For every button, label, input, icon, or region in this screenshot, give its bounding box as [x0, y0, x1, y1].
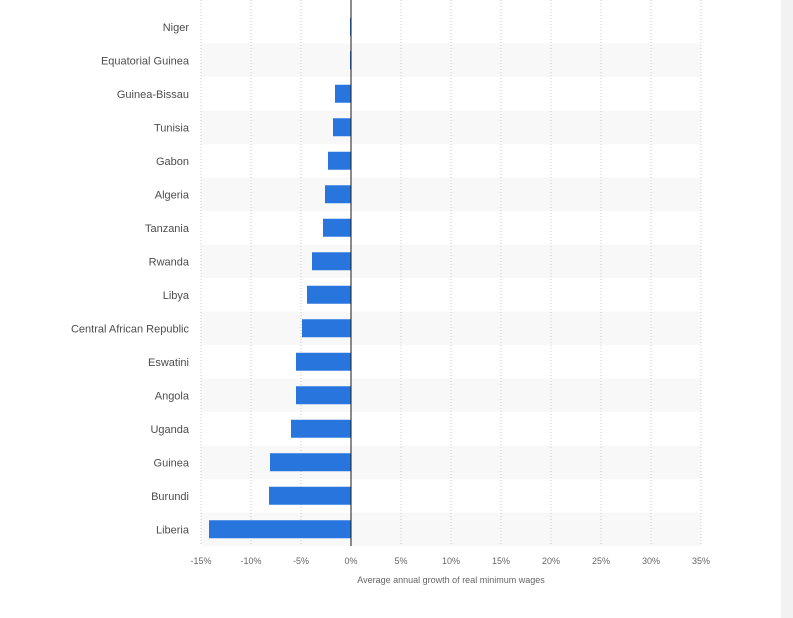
category-label: Guinea: [154, 457, 190, 469]
bar: [209, 520, 351, 539]
gridlines: [200, 0, 702, 546]
x-tick-label: 5%: [394, 556, 407, 566]
x-axis-title: Average annual growth of real minimum wa…: [357, 575, 545, 585]
bar: [335, 84, 351, 103]
category-label: Rwanda: [149, 256, 190, 268]
category-label: Tunisia: [154, 122, 190, 134]
bar: [269, 486, 351, 505]
bar: [312, 252, 351, 271]
bar: [333, 118, 351, 137]
x-tick-label: 25%: [592, 556, 610, 566]
bar: [307, 285, 351, 304]
bar: [270, 453, 351, 472]
x-tick-label: 30%: [642, 556, 660, 566]
x-tick-label: -10%: [240, 556, 261, 566]
category-label: Angola: [155, 390, 190, 402]
bar: [296, 386, 351, 405]
row-stripe: [201, 378, 701, 412]
category-label: Guinea-Bissau: [117, 89, 189, 101]
bar: [296, 352, 351, 371]
category-label: Eswatini: [148, 357, 189, 369]
row-stripe: [201, 177, 701, 211]
bar: [323, 218, 351, 237]
x-tick-label: 20%: [542, 556, 560, 566]
category-label: Central African Republic: [71, 323, 190, 335]
category-label: Liberia: [156, 524, 190, 536]
category-labels: Niger Equatorial Guinea Guinea-Bissau Tunis…: [71, 22, 190, 537]
x-tick-label: -5%: [293, 556, 309, 566]
category-label: Libya: [163, 290, 190, 302]
x-tick-labels: -15% -10% -5% 0% 5% 10% 15% 20% 25% 30% 35%: [190, 556, 710, 566]
bar: [302, 319, 351, 338]
x-tick-label: 0%: [344, 556, 357, 566]
x-tick-label: -15%: [190, 556, 211, 566]
category-label: Gabon: [156, 156, 189, 168]
bar: [325, 185, 351, 204]
category-label: Burundi: [151, 491, 189, 503]
category-label: Uganda: [150, 424, 189, 436]
category-label: Niger: [163, 22, 190, 34]
category-label: Tanzania: [145, 223, 190, 235]
x-tick-label: 15%: [492, 556, 510, 566]
x-tick-label: 35%: [692, 556, 710, 566]
scrollbar-gutter: [781, 0, 793, 618]
category-label: Equatorial Guinea: [101, 55, 190, 67]
bar: [291, 419, 351, 438]
bars: [209, 17, 351, 539]
x-tick-label: 10%: [442, 556, 460, 566]
category-label: Algeria: [155, 189, 190, 201]
bar: [328, 151, 351, 170]
